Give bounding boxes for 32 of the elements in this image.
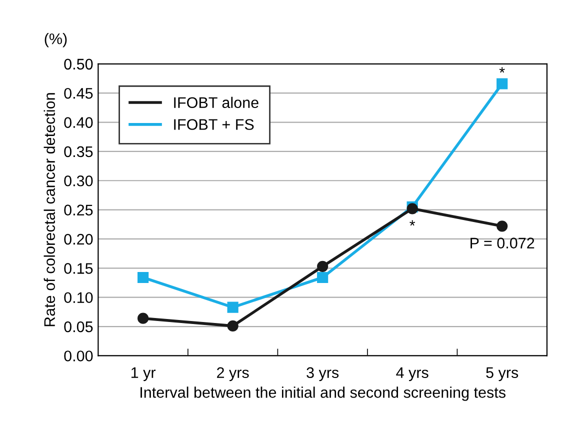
point [138, 312, 149, 324]
y-tick-label: 0.45 [64, 88, 93, 99]
x-tick-label: 3 yrs [306, 367, 339, 382]
y-tick-label: 0.35 [64, 146, 93, 158]
point [317, 272, 328, 284]
y-tick-label: 0.15 [64, 263, 93, 274]
x-tick-label: 2 yrs [217, 367, 249, 382]
y-tick-label: 0.00 [64, 350, 93, 362]
x-tick-label: 1 yr [131, 367, 156, 382]
point [317, 260, 328, 272]
point [138, 272, 149, 284]
y-tick-label: 0.50 [64, 58, 93, 70]
y-tick-label: 0.20 [64, 234, 93, 245]
y-tick-label: 0.25 [64, 204, 93, 216]
y-tick-label: 0.05 [64, 321, 93, 332]
legend-label: IFOBT + FS [174, 119, 254, 130]
y-tick-label: 0.10 [64, 292, 93, 304]
point [227, 320, 238, 332]
annotation: * [410, 220, 416, 226]
annotation: P = 0.072 [470, 238, 534, 248]
x-tick-label: 4 yrs [396, 367, 428, 382]
point [496, 78, 508, 90]
text: (%) [44, 32, 67, 48]
legend-label: IFOBT alone [174, 96, 258, 108]
point [496, 220, 508, 232]
point [227, 302, 238, 313]
y-tick-label: 0.40 [64, 117, 93, 128]
annotation: * [499, 67, 505, 73]
y-axis-title: Rate of colorectal cancer detection [44, 93, 56, 326]
x-tick-label: 5 yrs [486, 367, 518, 382]
x-axis-title: Interval between the initial and second screening tests [140, 386, 506, 401]
y-tick-label: 0.30 [64, 175, 93, 186]
